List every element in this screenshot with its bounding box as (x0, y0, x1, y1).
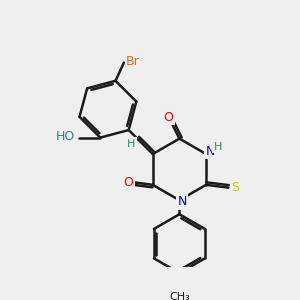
Text: O: O (163, 111, 173, 124)
Text: N: N (206, 145, 215, 158)
Text: H: H (127, 139, 135, 149)
Text: Br: Br (126, 55, 140, 68)
Text: N: N (178, 195, 187, 208)
Text: S: S (231, 181, 239, 194)
Text: HO: HO (56, 130, 75, 143)
Text: CH₃: CH₃ (169, 292, 190, 300)
Text: O: O (123, 176, 133, 188)
Text: H: H (214, 142, 222, 152)
